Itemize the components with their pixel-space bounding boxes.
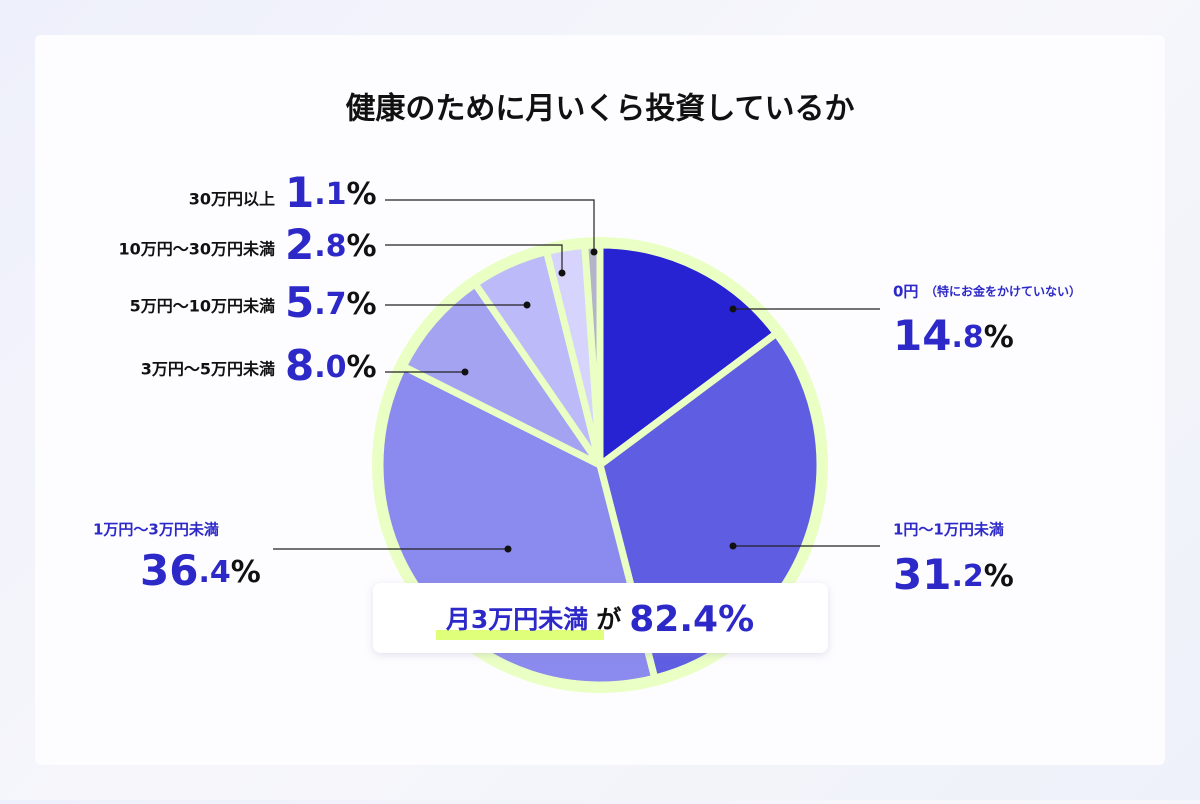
leader-line bbox=[385, 199, 595, 252]
value-label: 1.1% bbox=[285, 168, 377, 217]
highlight-marker bbox=[436, 630, 604, 640]
category-label: 1円〜1万円未満 bbox=[893, 521, 1004, 539]
value-label: 31.2% bbox=[893, 550, 1014, 599]
category-label: 0円 bbox=[893, 283, 918, 301]
value-label: 5.7% bbox=[285, 278, 377, 327]
leader-dot bbox=[523, 301, 531, 309]
value-label: 2.8% bbox=[285, 220, 377, 269]
leader-dot bbox=[729, 542, 737, 550]
callout-value: 82.4% bbox=[629, 599, 754, 640]
category-label: 10万円〜30万円未満 bbox=[118, 240, 275, 259]
value-label: 8.0% bbox=[285, 341, 377, 390]
value-label: 36.4% bbox=[140, 546, 261, 595]
category-label: 30万円以上 bbox=[189, 190, 275, 209]
callout-connector: が bbox=[596, 605, 621, 634]
chart-title: 健康のために月いくら投資しているか bbox=[345, 92, 854, 127]
leader-dot bbox=[729, 305, 737, 313]
pie-slice bbox=[581, 241, 604, 469]
leader-dot bbox=[590, 248, 598, 256]
leader-dot bbox=[461, 368, 469, 376]
callout-highlight: 月3万円未満 bbox=[445, 605, 588, 634]
category-label: 3万円〜5万円未満 bbox=[141, 360, 275, 379]
leader-dot bbox=[504, 545, 512, 553]
leader-line bbox=[385, 244, 563, 273]
callout: 月3万円未満が 82.4% bbox=[445, 599, 754, 640]
value-label: 14.8% bbox=[893, 311, 1014, 360]
labels: 0円 （特にお金をかけていない） 14.8% 1円〜1万円未満 31.2% 1万円〜3万円… bbox=[93, 168, 1081, 599]
category-label: 1万円〜3万円未満 bbox=[93, 521, 219, 539]
category-note: （特にお金をかけていない） bbox=[925, 284, 1081, 299]
category-label: 5万円〜10万円未満 bbox=[130, 297, 275, 316]
pie-slice bbox=[596, 241, 780, 469]
leader-dot bbox=[558, 269, 566, 277]
